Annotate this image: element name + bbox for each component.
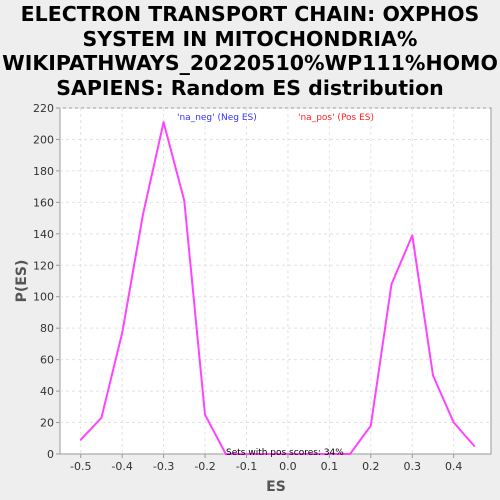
legend-item-pos: 'na_pos' (Pos ES) [298,113,374,123]
y-tick-label: 20 [40,417,54,430]
plot-area [59,107,492,455]
data-point [183,199,186,202]
chart-title: ELECTRON TRANSPORT CHAIN: OXPHOS SYSTEM … [0,2,500,100]
data-point [432,374,434,377]
y-tick-label: 60 [40,354,54,367]
data-point [287,453,289,455]
data-point [369,424,372,427]
data-point [100,416,103,419]
axis-ticks: 0 20 40 60 80 100 120 140 160 180 200 220 -0.5 -0.4 -0… [33,102,462,473]
y-tick-label: 200 [33,133,54,146]
data-point [162,121,165,124]
x-tick-label: 0.1 [321,460,339,473]
data-point [224,453,227,455]
y-tick-label: 220 [33,102,54,115]
chart-title-line-4: SAPIENS: Random ES distribution [56,75,444,100]
data-point [307,453,310,455]
y-tick-label: 140 [33,228,54,241]
data-point [328,453,331,455]
x-tick-label: 0.4 [445,460,463,473]
y-tick-label: 100 [33,291,54,304]
x-tick-label: 0.3 [404,460,422,473]
chart-title-line-1: ELECTRON TRANSPORT CHAIN: OXPHOS [20,2,480,26]
series-layer [79,121,476,455]
data-point [411,234,414,237]
chart-title-line-3: WIKIPATHWAYS_20220510%WP111%HOMO [2,51,498,75]
y-tick-label: 160 [33,196,54,209]
x-tick-label: -0.2 [194,460,215,473]
y-tick-label: 180 [33,165,54,178]
x-tick-label: 0.2 [362,460,380,473]
chart-title-line-2: SYSTEM IN MITOCHONDRIA% [82,26,418,51]
y-tick-label: 0 [47,448,54,461]
data-point [349,453,351,455]
y-tick-label: 40 [40,385,54,398]
x-tick-label: -0.3 [153,460,174,473]
legend-item-neg: 'na_neg' (Neg ES) [177,113,257,123]
data-point [452,421,455,424]
x-tick-label: -0.1 [236,460,257,473]
data-point [141,214,144,216]
x-tick-label: -0.5 [70,460,91,473]
series-line [79,121,476,455]
y-axis-title: P(ES) [14,260,30,303]
data-point [473,445,476,448]
x-tick-label: 0.0 [279,460,297,473]
x-tick-label: -0.4 [111,460,132,473]
grid-lines [60,107,491,454]
data-point [266,453,269,455]
x-axis-title: ES [266,479,286,495]
data-point [121,332,124,334]
data-point [245,453,248,455]
data-point [79,438,82,441]
y-tick-label: 80 [40,322,54,335]
data-point [390,283,393,286]
pos-score-annotation: Sets with pos scores: 34% [226,448,344,458]
data-point [204,413,206,416]
y-tick-label: 120 [33,259,54,272]
